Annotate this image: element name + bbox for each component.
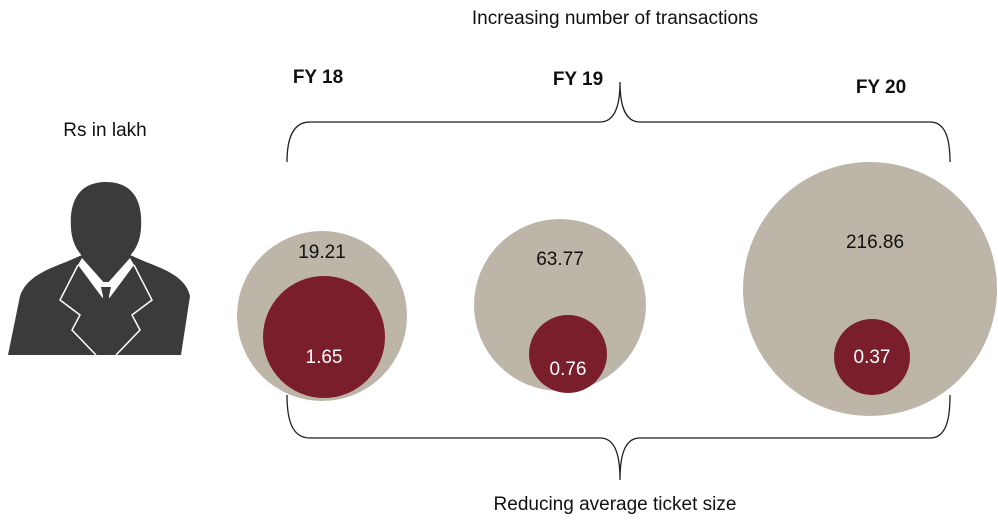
average-circle xyxy=(263,276,385,398)
average-circle xyxy=(834,319,910,395)
title: Increasing number of transactions xyxy=(472,8,758,29)
total-value: 63.77 xyxy=(536,249,584,270)
person-icon xyxy=(8,182,190,356)
total-circle xyxy=(743,162,997,416)
total-value: 19.21 xyxy=(298,242,346,263)
average-value: 0.76 xyxy=(550,359,587,380)
top-brace xyxy=(286,81,951,163)
total-value: 216.86 xyxy=(846,232,904,253)
bottom-brace xyxy=(286,394,951,481)
average-value: 0.37 xyxy=(854,347,891,368)
year-label: FY 19 xyxy=(553,69,603,90)
footer: Reducing average ticket size xyxy=(494,494,737,515)
year-label: FY 18 xyxy=(293,67,343,88)
average-circle xyxy=(529,315,607,393)
year-label: FY 20 xyxy=(856,77,906,98)
unit-label: Rs in lakh xyxy=(63,120,146,141)
average-value: 1.65 xyxy=(306,347,343,368)
